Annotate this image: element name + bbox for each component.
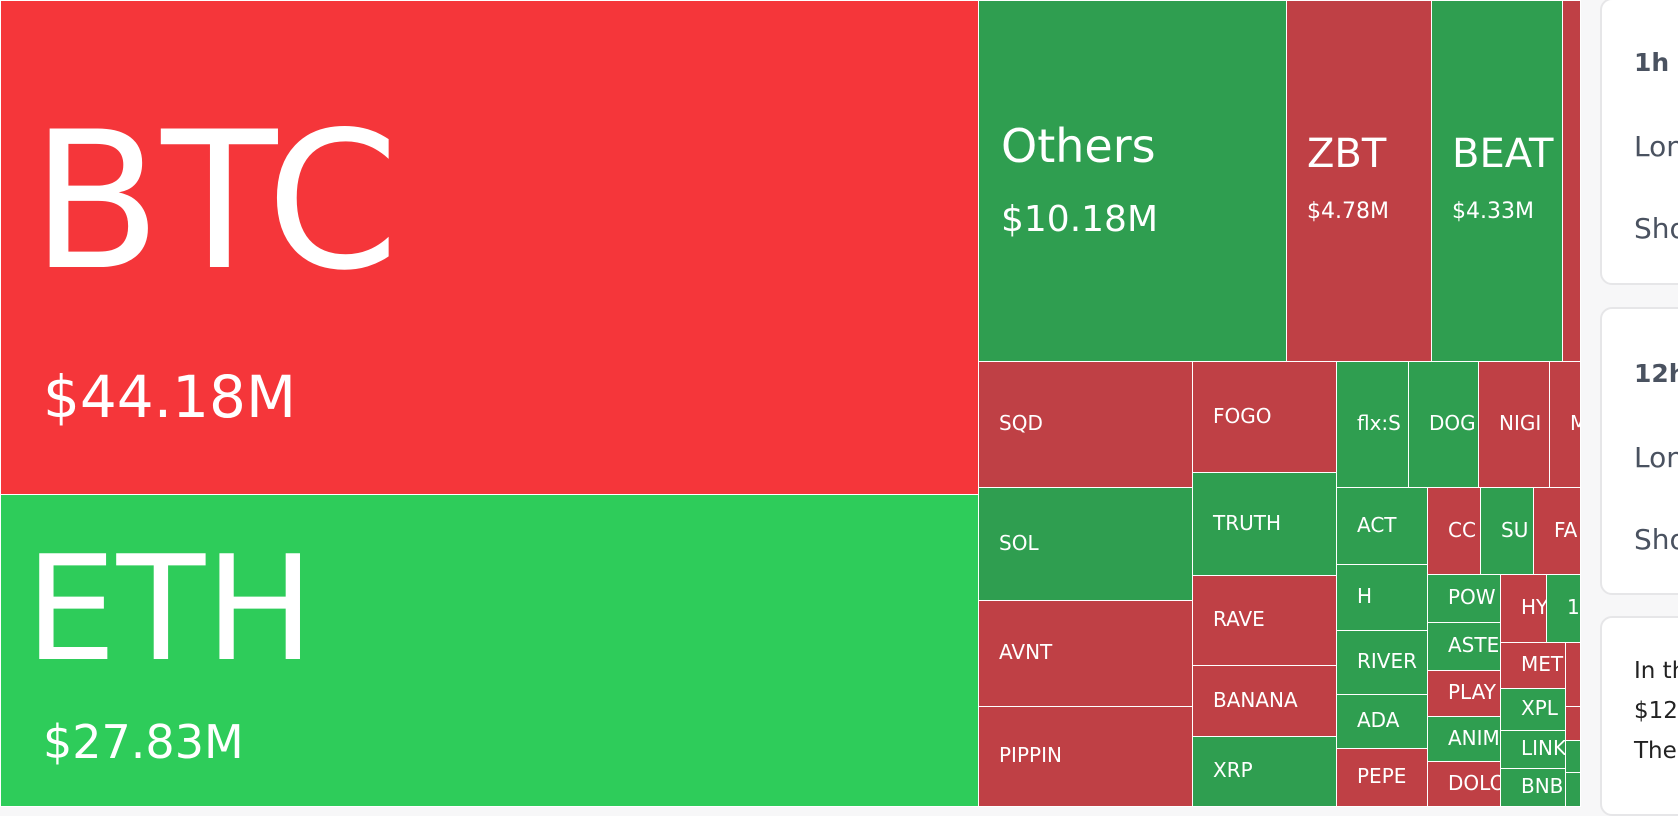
tile-value: $27.83M: [43, 715, 244, 769]
card-long: Lon: [1634, 441, 1678, 474]
tile-small-39[interactable]: [1565, 706, 1581, 741]
tile-ada[interactable]: ADA: [1336, 694, 1428, 749]
tile-label: RIVER: [1357, 649, 1418, 673]
tile-label: BANANA: [1213, 687, 1298, 712]
summary-line: The: [1634, 738, 1677, 764]
tile-label: POW: [1448, 585, 1496, 609]
tile-link[interactable]: LINK: [1500, 730, 1566, 769]
tile-label: PEPE: [1357, 764, 1407, 788]
tile-label: PLAY: [1448, 680, 1497, 704]
tile-small-5[interactable]: [1562, 0, 1581, 362]
tile-label: ZBT: [1307, 131, 1387, 177]
tile-label: M: [1570, 411, 1580, 435]
tile-flxs[interactable]: flx:S: [1336, 361, 1409, 488]
tile-label: BTC: [31, 91, 399, 312]
tile-label: ETH: [25, 525, 315, 694]
tile-met[interactable]: MET: [1500, 642, 1566, 689]
tile-label: SQD: [999, 411, 1043, 435]
card-long: Lon: [1634, 130, 1678, 163]
tile-truth[interactable]: TRUTH: [1192, 472, 1337, 576]
summary-line: $12: [1634, 698, 1678, 724]
tile-label: RAVE: [1213, 607, 1265, 631]
tile-label: AVNT: [999, 640, 1053, 664]
tile-label: MET: [1521, 652, 1564, 676]
tile-value: $4.78M: [1307, 199, 1389, 224]
tile-act[interactable]: ACT: [1336, 487, 1428, 565]
tile-btc[interactable]: BTC $44.18M: [0, 0, 979, 495]
tile-1[interactable]: 1: [1546, 574, 1581, 643]
tile-label: BEAT: [1452, 131, 1554, 177]
card-title: 12h: [1634, 359, 1678, 388]
tile-label: 1: [1567, 595, 1580, 619]
tile-value: $10.18M: [1001, 199, 1159, 240]
tile-dolo[interactable]: DOLO: [1427, 761, 1501, 807]
tile-fa[interactable]: FA: [1533, 487, 1581, 575]
tile-label: BNB: [1521, 774, 1564, 798]
tile-river[interactable]: RIVER: [1336, 630, 1428, 695]
tile-label: FOGO: [1213, 403, 1272, 428]
tile-banana[interactable]: BANANA: [1192, 665, 1337, 737]
tile-label: ACT: [1357, 512, 1397, 537]
tile-label: SU: [1501, 517, 1529, 542]
tile-small-40[interactable]: [1565, 740, 1581, 773]
tile-label: SOL: [999, 530, 1039, 555]
tile-xrp[interactable]: XRP: [1192, 736, 1337, 807]
tile-label: ASTE: [1448, 633, 1500, 657]
tile-label: DOLO: [1448, 770, 1501, 795]
tile-label: XPL: [1521, 696, 1558, 720]
tile-bnb[interactable]: BNB: [1500, 768, 1566, 807]
tile-m[interactable]: M: [1549, 361, 1581, 488]
tile-label: NIGI: [1499, 411, 1542, 435]
tile-play[interactable]: PLAY: [1427, 670, 1501, 717]
tile-hy[interactable]: HY: [1500, 574, 1547, 643]
tile-small-41[interactable]: [1565, 772, 1581, 807]
tile-sol[interactable]: SOL: [978, 487, 1193, 601]
tile-label: TRUTH: [1213, 510, 1282, 535]
tile-label: DOG: [1429, 411, 1476, 435]
tile-su[interactable]: SU: [1480, 487, 1534, 575]
tile-label: HY: [1521, 595, 1547, 619]
tile-pepe[interactable]: PEPE: [1336, 748, 1428, 807]
tile-label: flx:S: [1357, 411, 1401, 435]
tile-anim[interactable]: ANIM: [1427, 716, 1501, 762]
tile-nigi[interactable]: NIGI: [1478, 361, 1550, 488]
tile-label: ANIM: [1448, 725, 1500, 750]
card-short: Sho: [1634, 212, 1678, 245]
liquidation-treemap: BTC $44.18M ETH $27.83M Others $10.18M ZBT $4.7…: [0, 0, 1581, 807]
summary-line: In th: [1634, 658, 1678, 684]
tile-sqd[interactable]: SQD: [978, 361, 1193, 488]
tile-eth[interactable]: ETH $27.83M: [0, 494, 979, 807]
tile-h[interactable]: H: [1336, 564, 1428, 631]
card-1h: 1h Lon Sho: [1600, 0, 1678, 285]
tile-others[interactable]: Others $10.18M: [978, 0, 1287, 362]
tile-pow[interactable]: POW: [1427, 574, 1501, 623]
tile-avnt[interactable]: AVNT: [978, 600, 1193, 707]
tile-dog[interactable]: DOG: [1408, 361, 1479, 488]
tile-label: FA: [1554, 517, 1578, 542]
tile-xpl[interactable]: XPL: [1500, 688, 1566, 731]
tile-value: $44.18M: [43, 363, 296, 431]
tile-label: Others: [1001, 119, 1156, 173]
card-title: 1h: [1634, 48, 1670, 77]
tile-label: H: [1357, 584, 1373, 608]
card-12h: 12h Lon Sho: [1600, 307, 1678, 595]
tile-label: PIPPIN: [999, 743, 1062, 767]
tile-aste[interactable]: ASTE: [1427, 622, 1501, 671]
tile-small-38[interactable]: [1565, 642, 1581, 707]
card-summary: In th $12 The: [1600, 616, 1678, 816]
tile-cc[interactable]: CC: [1427, 487, 1481, 575]
tile-rave[interactable]: RAVE: [1192, 575, 1337, 666]
tile-label: CC: [1448, 517, 1476, 542]
card-short: Sho: [1634, 523, 1678, 556]
tile-value: $4.33M: [1452, 199, 1534, 224]
tile-pippin[interactable]: PIPPIN: [978, 706, 1193, 807]
tile-label: LINK: [1521, 736, 1566, 760]
tile-fogo[interactable]: FOGO: [1192, 361, 1337, 473]
tile-label: ADA: [1357, 708, 1400, 732]
tile-beat[interactable]: BEAT $4.33M: [1431, 0, 1563, 362]
tile-label: XRP: [1213, 758, 1253, 782]
tile-zbt[interactable]: ZBT $4.78M: [1286, 0, 1432, 362]
